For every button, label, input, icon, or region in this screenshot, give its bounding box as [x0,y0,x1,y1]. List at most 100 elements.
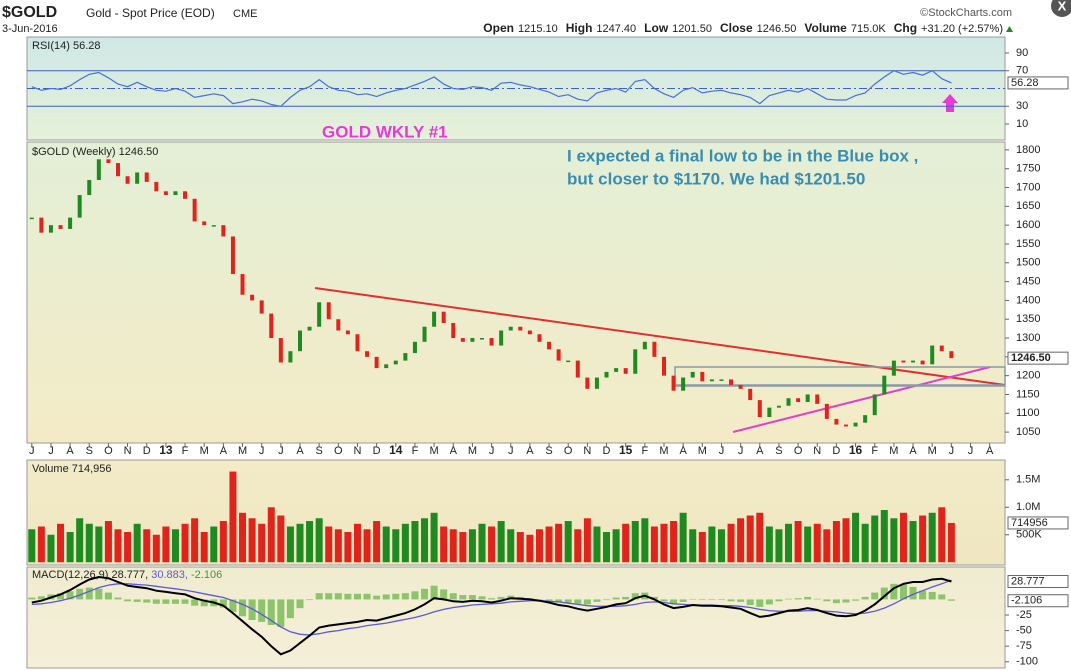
y-tick-label: 1650 [1016,200,1040,212]
histogram-bar [928,591,936,600]
candle [365,351,370,357]
x-tick-label: F [412,445,419,457]
x-tick-label: J [719,445,725,457]
volume-bar [76,518,84,563]
volume-bar [689,529,697,563]
quote-label: High [566,21,593,35]
volume-bar [785,523,793,563]
candle [403,353,408,361]
histogram-bar [258,599,266,622]
volume-bar [191,518,199,563]
x-tick-label: O [564,445,573,457]
candle [58,225,63,229]
volume-bar [468,529,476,563]
volume-bar [717,529,725,563]
histogram-bar [85,587,93,600]
y-tick-label: 1100 [1016,407,1040,419]
histogram-bar [344,593,352,600]
histogram-bar [497,596,505,600]
histogram-bar [574,599,582,604]
candle [48,225,53,233]
volume-bar [890,518,898,563]
macd-title: MACD(12,26,9) 28.777, 30.883, -2.106 [32,569,222,581]
candle [824,403,829,419]
price-title: $GOLD (Weekly) 1246.50 [32,146,158,158]
line [31,69,952,107]
y-tick-label: -75 [1016,640,1032,652]
histogram-bar [219,599,227,608]
volume-bar [57,523,65,563]
histogram-bar [114,597,122,600]
volume-bar [124,532,132,563]
symbol: $GOLD [2,4,57,21]
volume-bar [248,518,256,563]
volume-bar [947,522,955,563]
volume-bar [392,529,400,563]
candle [499,330,504,346]
y-tick-label: 1200 [1016,370,1040,382]
exchange: CME [233,8,257,20]
candle [192,198,197,222]
histogram-bar [698,599,706,601]
volume-bar [277,515,285,563]
y-tick-label: 10 [1016,118,1028,130]
up-arrow [1006,26,1013,32]
x-tick-label: J [738,445,744,457]
x-tick-label: A [450,445,458,457]
volume-bar [373,521,381,563]
volume-bar [401,523,409,563]
last-macd-box [1007,574,1069,588]
candle [489,338,494,346]
histogram-bar [286,599,294,619]
histogram-bar [66,591,74,600]
last-histogram: -2.106 [1011,595,1042,607]
candle [920,360,925,365]
histogram-bar [919,590,927,600]
histogram-bar [459,595,467,600]
x-tick-label: N [813,445,821,457]
candle [729,379,734,386]
histogram-bar [660,599,668,602]
histogram-bar [440,589,448,600]
last-price-box [1007,351,1069,365]
last-volume-box [1007,516,1069,530]
candle [949,351,954,359]
volume-bar [698,532,706,563]
histogram-bar [488,598,496,600]
candle [843,424,848,427]
volume-bar [679,512,687,563]
candle [527,330,532,335]
candle [566,360,571,363]
volume-bar [909,521,917,563]
volume-bar [47,534,55,563]
quote-line: Open 1215.10 High 1247.40 Low 1201.50 Close 124… [483,21,1003,35]
volume-bar [258,523,266,563]
histogram-bar [756,599,764,607]
histogram-bar [152,599,160,604]
candle [709,379,714,382]
histogram-bar [449,593,457,600]
volume-bar [114,529,122,563]
x-tick-label: F [641,445,648,457]
x-tick-label: 14 [389,443,403,457]
volume-bar [152,534,160,563]
histogram-bar [746,599,754,606]
pink-arrow [942,94,958,112]
volume-bar [507,529,515,563]
histogram-bar [555,599,563,603]
x-tick-label: M [698,445,707,457]
histogram-bar [880,587,888,600]
quote-value: 715.0K [851,23,887,35]
candle [738,385,743,389]
histogram-bar [871,592,879,600]
histogram-bar [143,599,151,603]
histogram-bar [785,598,793,600]
candle [183,191,188,199]
candle [307,326,312,331]
volume-bar [823,529,831,563]
candle [671,375,676,391]
close-button[interactable] [1051,0,1071,17]
histogram-bar [670,599,678,604]
y-tick-label: 1400 [1016,294,1040,306]
